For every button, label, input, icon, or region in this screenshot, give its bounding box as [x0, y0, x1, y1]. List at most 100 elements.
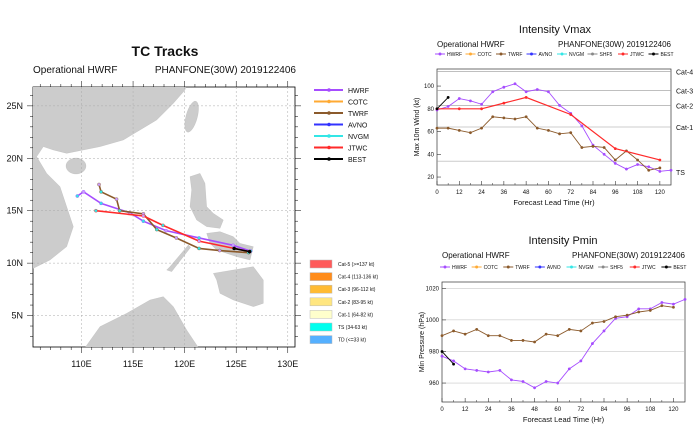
x-tick-label: 84: [601, 407, 608, 413]
data-point-twrf: [446, 126, 450, 130]
data-point-jtwc: [524, 96, 528, 99]
data-point-twrf: [457, 129, 461, 132]
legend-marker: [327, 111, 331, 115]
data-point-jtwc: [480, 107, 483, 111]
data-point-twrf: [602, 320, 606, 323]
data-point-twrf: [510, 339, 513, 342]
data-point-twrf: [440, 334, 444, 338]
tracks-subtitle-right: PHANFONE(30W) 2019122406: [155, 65, 297, 76]
legend-label: TWRF: [508, 52, 522, 58]
vmax-subtitle-left: Operational HWRF: [437, 40, 505, 49]
y-axis-label: Max 10m Wind (kt): [414, 98, 421, 157]
tracks-legend: HWRF COTC TWRF AVNO NVGM JTWC BEST: [314, 88, 369, 164]
data-point-hwrf: [513, 82, 517, 86]
legend-label: AVNO: [348, 123, 368, 130]
category-label: Cat-3 (96-112 kt): [338, 287, 376, 293]
data-point-hwrf: [658, 169, 662, 173]
pmin-subtitle-right: PHANFONE(30W) 2019122406: [572, 251, 685, 260]
legend-label: HWRF: [348, 88, 369, 95]
land-borneo: [85, 296, 199, 347]
y-tick-label: 980: [429, 349, 440, 355]
track-point: [94, 208, 98, 213]
data-point-twrf: [658, 166, 662, 170]
legend-label: COTC: [478, 52, 493, 58]
ref-line-label: Cat-1: [676, 125, 693, 132]
track-best: [233, 247, 250, 253]
pmin-subtitle-left: Operational HWRF: [442, 251, 510, 260]
category-swatch: [309, 322, 333, 332]
lon-tick-label: 120E: [174, 359, 195, 369]
data-point-hwrf: [602, 329, 606, 333]
data-point-hwrf: [672, 302, 675, 306]
data-point-twrf: [602, 146, 606, 149]
x-tick-label: 96: [612, 190, 619, 196]
data-point-hwrf: [636, 163, 639, 166]
track-point: [154, 227, 159, 232]
pmin-title: Intensity Pmin: [528, 235, 597, 247]
legend-marker: [530, 52, 533, 56]
legend-label: SHF5: [610, 265, 623, 271]
data-point-jtwc: [457, 107, 461, 111]
data-point-hwrf: [521, 380, 525, 383]
data-point-twrf: [567, 327, 571, 331]
category-label: TD (<=33 kt): [338, 338, 366, 344]
data-point-twrf: [452, 329, 455, 333]
vmax-chart: HWRF COTC TWRF AVNO NVGM SHF5 JTWC BEST Cat-4 Cat…: [414, 52, 693, 207]
tracks-subtitle-left: Operational HWRF: [33, 65, 117, 76]
category-label: Cat-2 (83-95 kt): [338, 300, 373, 306]
y-tick-label: 1020: [426, 286, 440, 292]
series-best: [436, 97, 449, 110]
legend-marker: [469, 52, 472, 56]
y-axis-label: Min Pressure (hPa): [419, 312, 426, 372]
y-tick-label: 960: [429, 381, 440, 387]
track-point: [161, 223, 165, 228]
y-tick-label: 80: [427, 107, 434, 113]
x-tick-label: 72: [578, 407, 585, 413]
land-mainland-asia: [33, 87, 186, 269]
legend-marker: [327, 157, 331, 161]
map: 110E 115E 120E 125E 130E 25N 20N 15N 10N 5N: [6, 81, 301, 369]
x-tick-label: 0: [440, 407, 444, 413]
x-tick-label: 72: [567, 190, 574, 196]
category-swatch: [309, 297, 333, 307]
track-point: [174, 236, 179, 240]
legend-marker: [538, 265, 542, 269]
data-point-twrf: [498, 334, 502, 338]
data-point-hwrf: [463, 367, 467, 371]
legend-marker: [652, 52, 655, 56]
data-point-hwrf: [457, 97, 461, 100]
legend-label: JTWC: [642, 265, 656, 271]
data-point-hwrf: [510, 378, 513, 382]
legend-label: BEST: [661, 52, 674, 58]
track-point: [164, 228, 168, 233]
data-point-hwrf: [486, 370, 490, 374]
legend-marker: [443, 265, 447, 269]
data-point-twrf: [521, 339, 525, 342]
data-point-hwrf: [502, 85, 506, 89]
series-twrf: [437, 116, 660, 171]
data-point-twrf: [491, 115, 495, 119]
lat-tick-label: 10N: [6, 258, 23, 268]
data-point-hwrf: [498, 369, 502, 372]
data-point-hwrf: [469, 99, 472, 103]
y-tick-label: 60: [427, 130, 434, 136]
vmax-subtitle-right: PHANFONE(30W) 2019122406: [558, 40, 671, 49]
legend-marker: [327, 88, 331, 92]
data-point-twrf: [463, 332, 467, 336]
track-point: [75, 194, 80, 198]
legend-marker: [506, 265, 510, 269]
track-point: [117, 208, 122, 213]
data-point-hwrf: [579, 359, 583, 363]
data-point-twrf: [524, 115, 528, 119]
data-point-hwrf: [544, 380, 548, 383]
data-point-hwrf: [580, 124, 584, 128]
legend-marker: [591, 52, 594, 56]
tracks-title: TC Tracks: [132, 43, 199, 59]
lon-tick-label: 130E: [277, 359, 298, 369]
y-tick-label: 40: [427, 152, 434, 158]
data-point-twrf: [469, 131, 472, 135]
x-tick-label: 24: [478, 190, 485, 196]
x-tick-label: 12: [462, 407, 469, 413]
category-swatch: [309, 259, 333, 269]
legend-marker: [560, 52, 564, 56]
